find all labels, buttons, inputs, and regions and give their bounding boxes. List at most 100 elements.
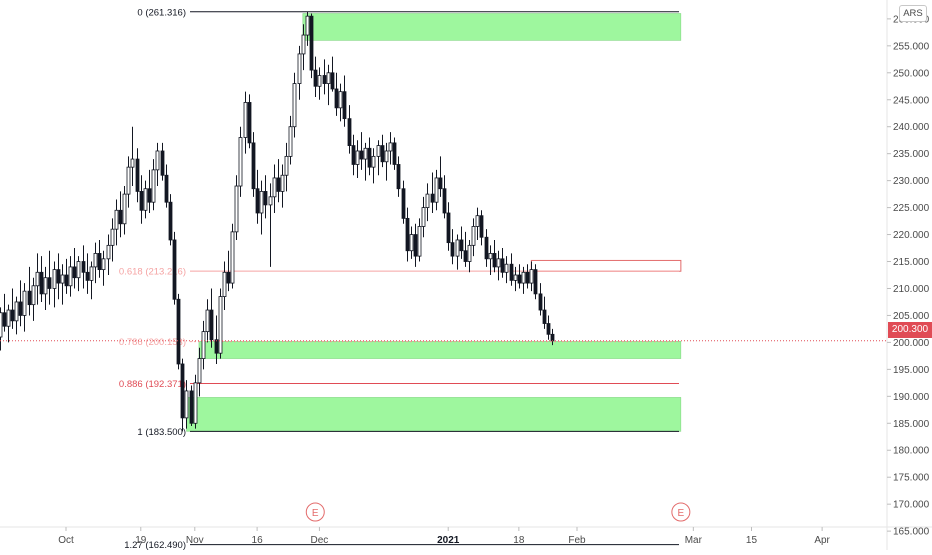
candle-body — [205, 309, 210, 333]
candle-body — [326, 72, 331, 84]
currency-badge-text: ARS — [903, 8, 923, 19]
candle-body — [550, 333, 555, 342]
supply-zone[interactable] — [302, 13, 682, 41]
fib-levels-layer: 0 (261.316) 0.618 (213.216) 0.786 (200.153… — [119, 7, 679, 551]
price-tick-label: 225.000 — [893, 203, 930, 214]
price-tick-label: 170.000 — [893, 500, 930, 511]
currency-badge[interactable]: ARS — [899, 5, 927, 22]
candle-body — [56, 269, 61, 284]
price-tick-label: 245.000 — [893, 95, 930, 106]
candle-body — [380, 145, 385, 163]
candle-body — [276, 177, 281, 192]
candle-body — [139, 191, 144, 211]
event-marker[interactable] — [305, 502, 325, 522]
candle-body — [143, 188, 148, 211]
candle-body — [122, 193, 127, 225]
price-tick-label: 190.000 — [893, 392, 930, 403]
candle-body — [434, 177, 439, 203]
event-marker-label: E — [678, 508, 685, 519]
candle-body — [284, 155, 289, 176]
demand-zone[interactable] — [186, 397, 682, 432]
candle-body — [189, 390, 194, 424]
candle-body — [230, 231, 235, 284]
price-tick-label: 195.000 — [893, 365, 930, 376]
fib-label-0-618: 0.618 (213.216) — [119, 267, 186, 278]
candle-body — [52, 269, 57, 289]
supply-zone[interactable] — [530, 259, 682, 272]
candle-body — [405, 217, 410, 252]
candle-body — [263, 191, 268, 206]
candle-body — [334, 88, 339, 109]
candle-body — [509, 263, 514, 281]
candle-body — [101, 258, 106, 271]
candle-body — [147, 188, 152, 203]
candle-body — [135, 158, 140, 192]
time-tick-label: 15 — [746, 535, 758, 546]
candle-body — [376, 145, 381, 157]
candle-body — [60, 274, 65, 284]
price-tick-label: 240.000 — [893, 122, 930, 133]
candle-body — [81, 261, 86, 273]
candle-body — [10, 309, 15, 322]
price-tick-label: 255.000 — [893, 41, 930, 52]
candle-body — [459, 239, 464, 252]
candle-body — [160, 150, 165, 176]
candle-body — [218, 296, 223, 354]
price-tick-label: 220.000 — [893, 230, 930, 241]
candle-body — [338, 91, 343, 109]
candle-body — [180, 363, 185, 419]
candle-body — [106, 244, 111, 260]
time-axis[interactable]: Oct 19 Nov 16 Dec 2021 18 Feb Mar 15 Apr — [0, 526, 932, 546]
candle-body — [504, 263, 509, 273]
candle-body — [27, 290, 32, 306]
candle-body — [259, 191, 264, 214]
candle-body — [409, 234, 414, 252]
candle-body — [238, 137, 243, 187]
candle-body — [247, 102, 252, 144]
candle-body — [2, 312, 7, 327]
candle-body — [268, 196, 273, 206]
demand-zone[interactable] — [198, 341, 682, 359]
candle-body — [401, 188, 406, 219]
time-tick-label: Apr — [814, 535, 830, 546]
candle-body — [0, 312, 3, 338]
candle-body — [222, 271, 227, 297]
candle-body — [31, 285, 36, 306]
candle-body — [538, 293, 543, 311]
candle-body — [347, 118, 352, 146]
fib-label-0-786: 0.786 (200.153) — [119, 337, 186, 348]
candle-body — [438, 177, 443, 190]
candle-body — [22, 290, 27, 316]
candle-body — [309, 15, 314, 71]
candle-body — [430, 193, 435, 203]
price-tick-label: 235.000 — [893, 149, 930, 160]
candle-body — [479, 215, 484, 238]
candle-body — [255, 188, 260, 214]
event-marker[interactable] — [671, 502, 691, 522]
candle-body — [363, 147, 368, 160]
candle-body — [64, 274, 69, 287]
time-tick-label: Mar — [685, 535, 703, 546]
candle-body — [546, 323, 551, 335]
candle-body — [118, 209, 123, 225]
candle-body — [446, 212, 451, 244]
candle-body — [471, 226, 476, 246]
candle-body — [14, 301, 19, 322]
fib-label-0-886: 0.886 (192.371) — [119, 379, 186, 390]
candle-body — [297, 53, 302, 84]
candle-body — [301, 34, 306, 55]
candle-body — [317, 75, 322, 87]
time-tick-label: 2021 — [437, 535, 460, 546]
price-tick-label: 210.000 — [893, 284, 930, 295]
candle-body — [359, 150, 364, 160]
time-tick-label: 19 — [135, 535, 147, 546]
candle-body — [126, 166, 131, 195]
candle-body — [484, 236, 489, 260]
candle-body — [35, 271, 40, 287]
candle-body — [417, 226, 422, 257]
last-price-label: 200.300 — [888, 322, 932, 338]
candle-body — [164, 174, 169, 203]
price-axis[interactable]: 165.000 170.000 175.000 180.000 185.000 190.0… — [886, 0, 930, 550]
candle-body — [226, 271, 231, 284]
